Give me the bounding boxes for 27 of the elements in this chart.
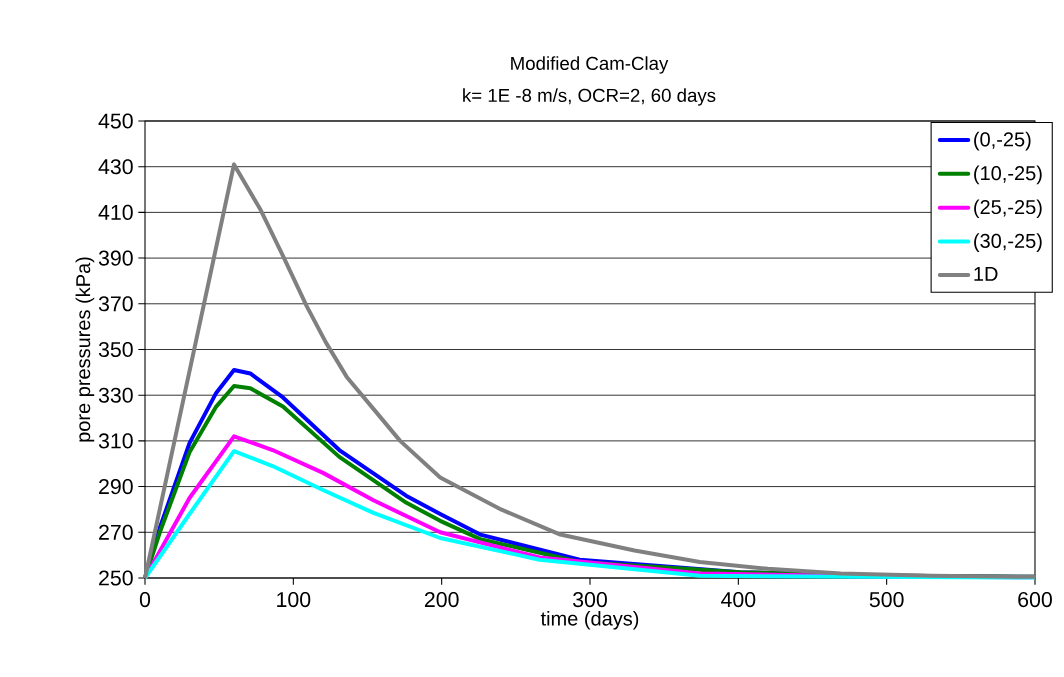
- legend-label: (25,-25): [974, 199, 1042, 219]
- y-tick-label: 310: [98, 433, 133, 449]
- x-axis-title: time (days): [540, 610, 639, 630]
- legend-label: (30,-25): [974, 233, 1042, 252]
- x-tick-label: 200: [424, 592, 459, 608]
- legend-label: 1D: [974, 267, 998, 281]
- y-axis-title: pore pressures (kPa): [75, 257, 95, 442]
- y-tick-label: 250: [99, 570, 133, 586]
- x-tick-label: 0: [139, 592, 151, 608]
- x-tick-label: 500: [869, 592, 904, 608]
- y-tick-label: 390: [98, 250, 133, 266]
- y-tick-label: 410: [98, 204, 133, 220]
- x-tick-label: 100: [277, 592, 311, 608]
- x-tick-label: 300: [573, 592, 607, 608]
- x-tick-label: 400: [721, 592, 756, 608]
- x-tick-label: 600: [1018, 592, 1052, 608]
- legend-label: (10,-25): [974, 165, 1042, 185]
- y-tick-label: 370: [98, 296, 133, 312]
- y-tick-label: 430: [98, 159, 133, 175]
- chart-subtitle: k= 1E -8 m/s, OCR=2, 60 days: [463, 88, 716, 106]
- legend-label: (0,-25): [974, 131, 1031, 151]
- y-tick-label: 450: [98, 113, 133, 129]
- y-tick-label: 270: [99, 524, 133, 540]
- y-tick-label: 290: [99, 479, 133, 495]
- y-tick-label: 350: [98, 341, 133, 358]
- y-tick-label: 330: [98, 387, 133, 403]
- chart-title: Modified Cam-Clay: [511, 56, 669, 74]
